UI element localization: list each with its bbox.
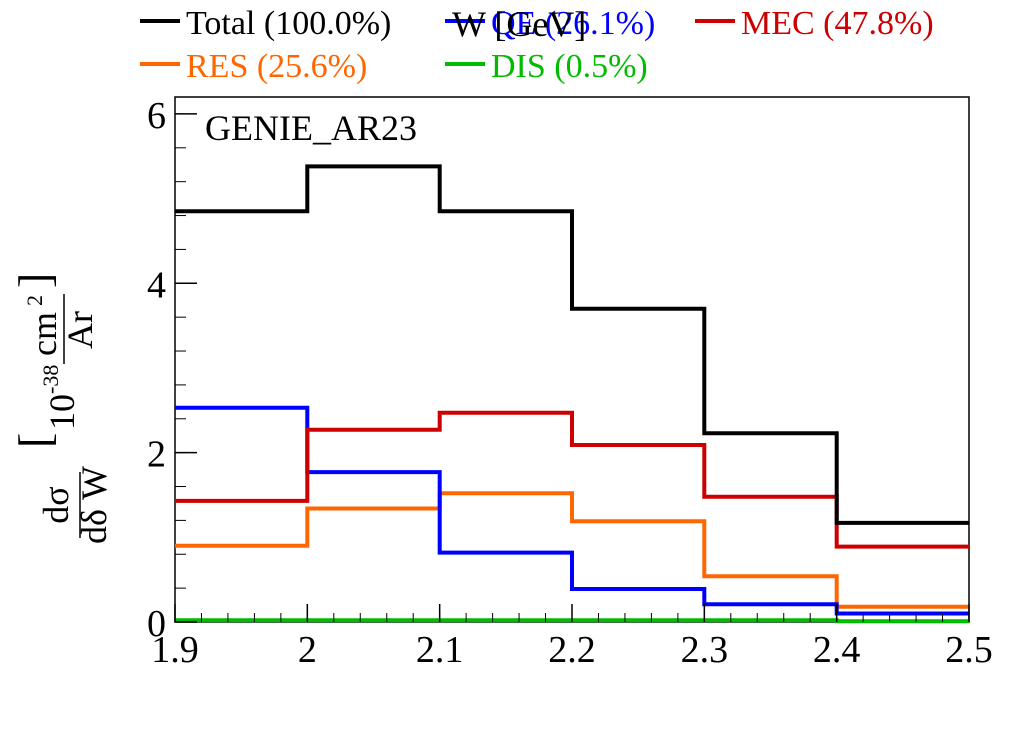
- series-line-3: [175, 491, 969, 609]
- legend-label: RES (25.6%): [186, 48, 367, 85]
- y-label-unit-exp: -38: [38, 365, 63, 394]
- tick-layer: 1.9 2 2.1 2.2 2.3 2.4 2.5 0 2 4 6: [147, 95, 993, 671]
- y-tick-label: 0: [147, 603, 166, 645]
- legend-label: MEC (47.8%): [741, 5, 934, 42]
- x-tick-label: 2.2: [548, 629, 596, 671]
- chart-annotation: GENIE_AR23: [205, 108, 417, 148]
- y-label-unit-den: Ar: [60, 311, 100, 349]
- y-label-bracket-right: ]: [9, 273, 60, 288]
- legend-label: Total (100.0%): [186, 5, 391, 42]
- plot-frame: [174, 96, 970, 623]
- y-tick-label: 2: [147, 434, 166, 476]
- x-axis-title: W [GeV]: [452, 4, 586, 44]
- y-label-denominator: dδ W: [74, 466, 114, 544]
- x-tick-label: 2.1: [416, 629, 464, 671]
- series-line-0: [175, 164, 969, 525]
- y-label-unit-prefix: 10: [42, 394, 82, 430]
- x-tick-label: 2.3: [681, 629, 729, 671]
- x-tick-label: 2.5: [945, 629, 993, 671]
- y-label-bracket-left: [: [9, 433, 60, 448]
- legend: Total (100.0%) QE (26.1%) MEC (47.8%) RES (…: [140, 5, 934, 85]
- x-tick-label: 2: [298, 629, 317, 671]
- y-label-unit-num-exp: 2: [22, 295, 47, 306]
- x-tick-label: 2.4: [813, 629, 861, 671]
- legend-label: QE (26.1%): [491, 5, 655, 42]
- series-line-2: [175, 410, 969, 549]
- x-tick-label: 1.9: [151, 629, 199, 671]
- y-label-numerator: dσ: [36, 486, 76, 523]
- y-tick-label: 6: [147, 95, 166, 137]
- y-label-unit-num: cm: [24, 312, 64, 356]
- legend-label: DIS (0.5%): [491, 48, 648, 85]
- series-layer: [175, 164, 969, 624]
- y-axis-label: dσ dδ W [ 10 -38 cm 2 Ar ]: [9, 273, 114, 544]
- y-tick-label: 4: [147, 264, 166, 306]
